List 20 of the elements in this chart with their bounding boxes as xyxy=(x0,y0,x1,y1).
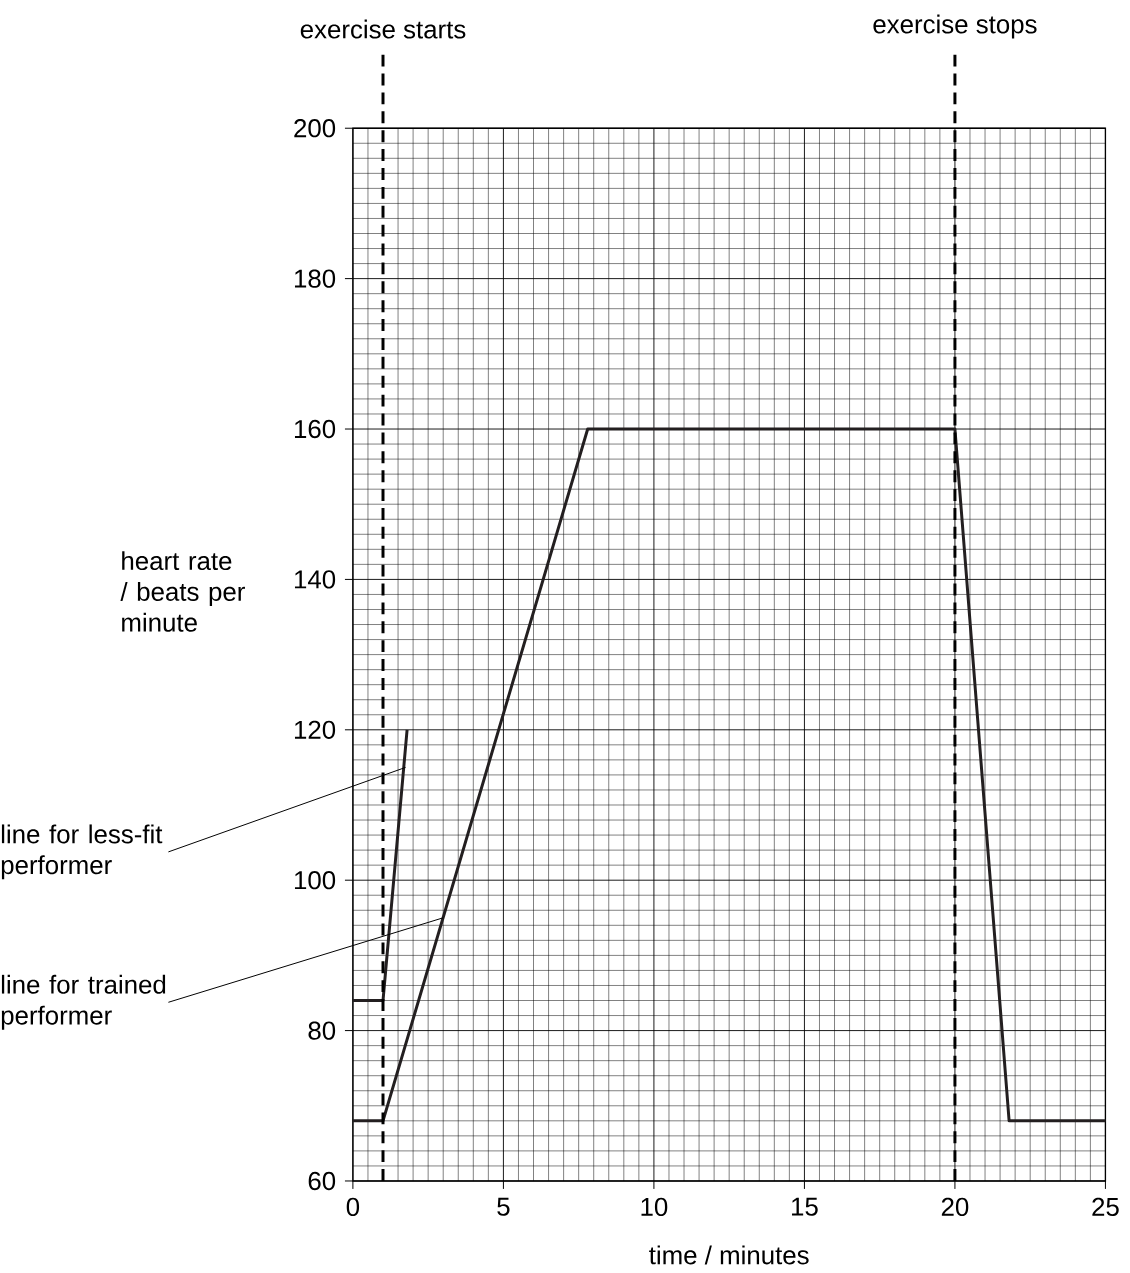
x-tick-label: 10 xyxy=(641,1197,668,1217)
y-tick-label: 200 xyxy=(294,119,335,138)
x-tick-label: 5 xyxy=(497,1197,510,1216)
x-tick-label: 25 xyxy=(1092,1197,1119,1217)
y-tick-label: 60 xyxy=(308,1171,335,1191)
y-tick-label: 160 xyxy=(294,419,335,439)
y-tick-label: 120 xyxy=(294,720,335,739)
annotation: line for less-fit performer xyxy=(1,824,163,880)
x-tick-label: 0 xyxy=(346,1197,359,1217)
y-tick-label: 80 xyxy=(308,1021,335,1040)
y-tick-label: 180 xyxy=(294,269,335,288)
x-axis-title: time / minutes xyxy=(648,1245,809,1265)
y-tick-label: 140 xyxy=(294,570,335,589)
annotation: line for trained performer xyxy=(1,974,165,1030)
ref-line-label: exercise stops xyxy=(873,14,1037,39)
y-axis-title: heart rate / beats per minute xyxy=(120,551,245,632)
y-tick-label: 100 xyxy=(294,871,335,890)
ref-line-label: exercise starts xyxy=(300,19,466,39)
x-tick-label: 20 xyxy=(941,1197,969,1217)
x-tick-label: 15 xyxy=(791,1197,818,1216)
